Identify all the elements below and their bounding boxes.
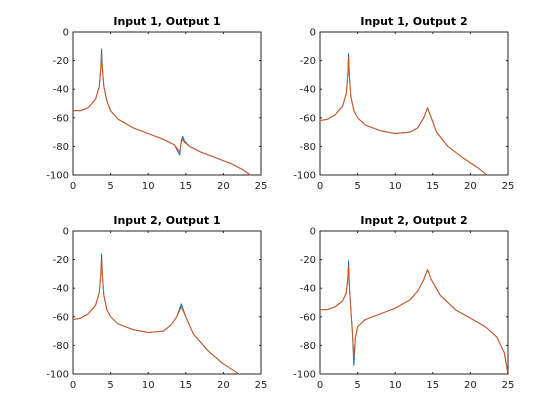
y-tick-label: 0: [63, 227, 69, 238]
subplot-title: Input 2, Output 1: [113, 214, 220, 227]
y-tick-label: -20: [53, 255, 69, 266]
axes-box: [72, 230, 262, 375]
x-tick-label: 15: [426, 380, 439, 391]
x-tick-label: 5: [107, 181, 113, 192]
subplot-2: 0 5 10 15 20 25 -100 -80 -60 -40 -20 0 Input 1, Outp…: [293, 15, 514, 192]
y-tick-label: -80: [300, 341, 316, 352]
subplot-4: 0 5 10 15 20 25 -100 -80 -60 -40 -20 0 Input 2, Outp…: [293, 214, 514, 391]
x-tick-label: 25: [255, 380, 268, 391]
y-tick-label: -80: [53, 341, 69, 352]
x-tick-label: 15: [179, 380, 192, 391]
series-line-1: [73, 48, 251, 176]
series-line-2: [319, 57, 488, 176]
x-tick-label: 0: [70, 380, 76, 391]
x-tick-label: 20: [217, 380, 230, 391]
y-tick-label: -100: [46, 171, 69, 182]
tick-marks: [319, 230, 509, 375]
y-tick-label: -40: [53, 85, 69, 96]
y-tick-label: -100: [46, 370, 69, 381]
tick-marks: [319, 31, 509, 176]
tick-marks: [72, 230, 262, 375]
series-line-2: [73, 55, 251, 176]
x-tick-label: 15: [426, 181, 439, 192]
x-tick-label: 5: [107, 380, 113, 391]
x-tick-label: 15: [179, 181, 192, 192]
x-tick-label: 20: [217, 181, 230, 192]
x-tick-label: 25: [255, 181, 268, 192]
subplot-3: 0 5 10 15 20 25 -100 -80 -60 -40 -20 0 Input 2, Outp…: [46, 214, 267, 391]
y-tick-label: 0: [310, 28, 316, 39]
tick-marks: [72, 31, 262, 176]
y-tick-label: -100: [293, 370, 316, 381]
y-tick-label: 0: [63, 28, 69, 39]
x-tick-label: 0: [70, 181, 76, 192]
y-tick-label: -40: [300, 85, 316, 96]
x-tick-label: 0: [317, 380, 323, 391]
x-tick-label: 20: [464, 181, 477, 192]
x-tick-label: 5: [354, 380, 360, 391]
subplot-1: 0 5 10 15 20 25 -100 -80 -60 -40 -20 0 Input 1, Outp…: [46, 15, 267, 192]
x-tick-label: 10: [389, 380, 402, 391]
subplot-title: Input 2, Output 2: [360, 214, 467, 227]
x-tick-label: 20: [464, 380, 477, 391]
y-tick-label: -20: [300, 56, 316, 67]
subplot-title: Input 1, Output 2: [360, 15, 467, 28]
y-tick-label: -80: [300, 142, 316, 153]
x-tick-label: 5: [354, 181, 360, 192]
subplot-title: Input 1, Output 1: [113, 15, 220, 28]
axes-box: [319, 230, 509, 375]
y-tick-label: -60: [53, 312, 69, 323]
axes-box: [319, 31, 509, 176]
x-tick-label: 0: [317, 181, 323, 192]
y-tick-label: -20: [300, 255, 316, 266]
y-tick-label: -40: [53, 284, 69, 295]
x-tick-label: 25: [502, 181, 515, 192]
x-tick-label: 25: [502, 380, 515, 391]
y-tick-label: -100: [293, 171, 316, 182]
y-tick-label: -20: [53, 56, 69, 67]
axes-box: [72, 31, 262, 176]
y-tick-label: -40: [300, 284, 316, 295]
series-line-2: [72, 259, 240, 375]
y-tick-label: -60: [300, 113, 316, 124]
y-tick-label: -80: [53, 142, 69, 153]
y-tick-label: -60: [53, 113, 69, 124]
y-tick-label: -60: [300, 312, 316, 323]
y-tick-label: 0: [310, 227, 316, 238]
x-tick-label: 10: [142, 380, 155, 391]
series-line-2: [320, 266, 509, 375]
x-tick-label: 10: [389, 181, 402, 192]
x-tick-label: 10: [142, 181, 155, 192]
